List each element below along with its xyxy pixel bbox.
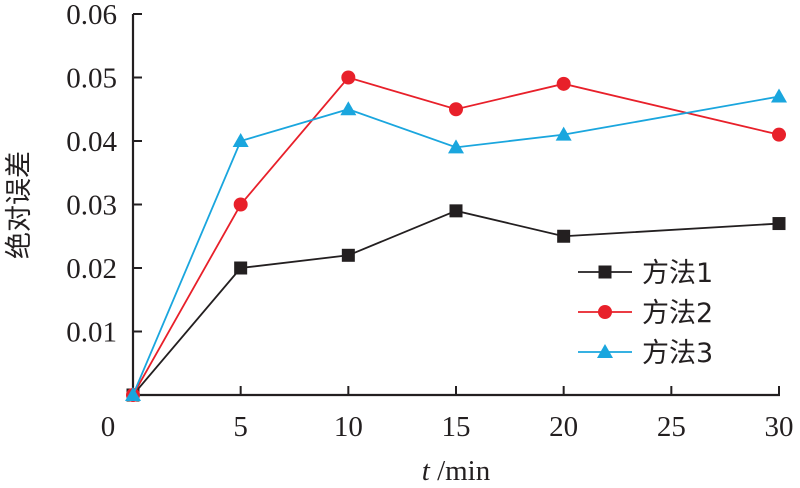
data-point (448, 139, 464, 154)
x-tick-label: 30 (765, 411, 794, 443)
x-tick-label: 5 (233, 411, 248, 443)
x-tick-label: 10 (334, 411, 363, 443)
origin-tick-label: 0 (101, 411, 116, 443)
ticks: 0.01 0.02 0.03 0.04 0.05 0.06 5 10 15 20 25 30 (66, 0, 793, 443)
data-point (125, 387, 141, 401)
series-line (132, 209, 780, 396)
data-point (341, 248, 355, 262)
y-tick-label: 0.04 (66, 126, 117, 158)
data-point (772, 217, 786, 231)
data-point (449, 204, 463, 218)
legend-label: 方法1 (642, 258, 713, 289)
data-point (555, 126, 572, 141)
data-point (341, 70, 356, 85)
legend-marker (598, 265, 612, 279)
data-point (234, 261, 248, 275)
data-point (772, 127, 786, 142)
data-point (232, 133, 249, 147)
x-tick-label: 25 (657, 411, 686, 443)
x-axis-label-unit: /min (430, 455, 491, 487)
legend-item-3: 方法3 (578, 338, 713, 369)
data-point (771, 88, 787, 103)
y-tick-label: 0.05 (66, 63, 117, 95)
legend-item-2: 方法2 (578, 298, 713, 329)
x-axis-label: t /min (422, 455, 491, 487)
y-tick-label: 0.01 (66, 317, 117, 349)
data-point (557, 229, 571, 243)
legend: 方法1 方法2 方法3 (578, 258, 713, 369)
y-tick-label: 0.02 (66, 253, 117, 285)
series-2 (126, 70, 786, 402)
data-point (340, 101, 357, 116)
legend-label: 方法2 (642, 298, 713, 329)
y-tick-label: 0.06 (66, 0, 117, 31)
series-line (132, 95, 780, 396)
y-axis-label: 绝对误差 (4, 151, 35, 259)
y-tick-label: 0.03 (66, 190, 117, 222)
data-point (556, 76, 571, 91)
series-line (132, 76, 780, 396)
x-tick-label: 20 (549, 411, 578, 443)
legend-label: 方法3 (642, 338, 713, 369)
series-3 (125, 88, 787, 401)
data-point (449, 102, 463, 117)
x-axis-label-variable: t (422, 455, 431, 487)
legend-item-1: 方法1 (578, 258, 713, 289)
series-layer (125, 70, 787, 402)
data-point (233, 197, 248, 212)
x-tick-label: 15 (442, 411, 471, 443)
legend-marker (597, 344, 613, 358)
legend-marker (598, 305, 612, 319)
